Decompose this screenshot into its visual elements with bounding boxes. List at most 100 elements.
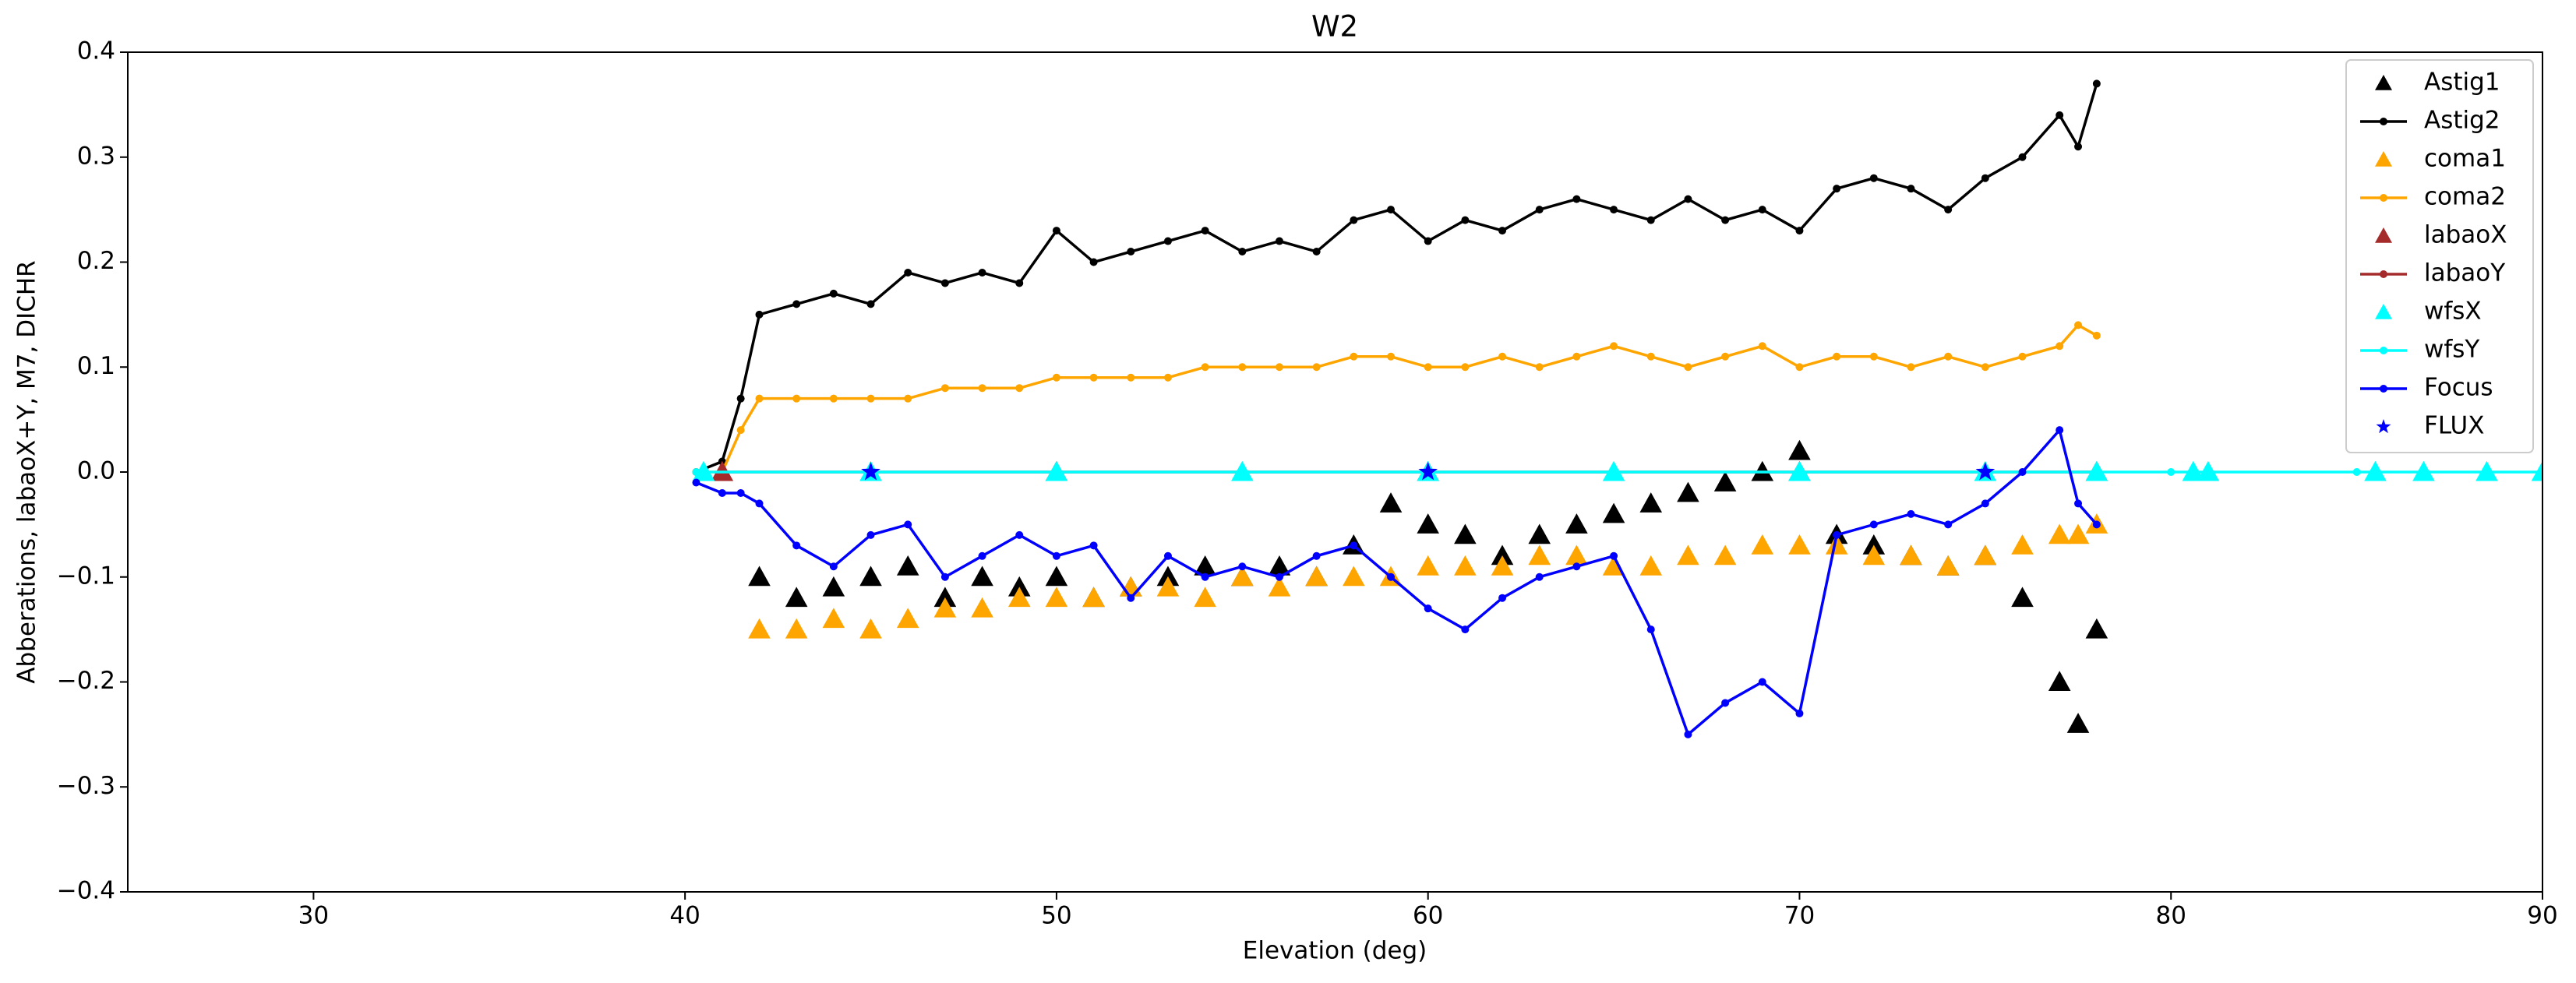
marker bbox=[1238, 248, 1247, 256]
marker bbox=[1900, 544, 1922, 565]
marker bbox=[1869, 520, 1878, 529]
marker bbox=[1907, 509, 1915, 518]
chart-title: W2 bbox=[1311, 10, 1358, 44]
marker bbox=[1565, 513, 1588, 534]
marker bbox=[1684, 195, 1692, 203]
marker bbox=[1572, 195, 1581, 203]
marker bbox=[1795, 363, 1804, 372]
x-tick-label: 90 bbox=[2527, 902, 2557, 930]
marker bbox=[785, 587, 808, 608]
marker bbox=[1833, 185, 1841, 193]
marker bbox=[971, 597, 993, 618]
marker bbox=[2011, 587, 2034, 608]
marker bbox=[1156, 565, 1180, 587]
marker bbox=[1684, 363, 1692, 372]
marker bbox=[1127, 373, 1135, 382]
marker bbox=[1491, 555, 1514, 576]
marker bbox=[904, 520, 912, 529]
marker bbox=[1646, 216, 1655, 224]
marker bbox=[1758, 342, 1766, 351]
marker bbox=[1461, 216, 1470, 224]
marker bbox=[718, 488, 726, 497]
y-tick-label: 0.4 bbox=[77, 37, 115, 65]
marker bbox=[978, 551, 986, 560]
y-tick-label: −0.3 bbox=[57, 772, 115, 800]
marker bbox=[1052, 227, 1060, 235]
marker bbox=[1795, 468, 1804, 476]
marker bbox=[1498, 594, 1507, 602]
marker bbox=[1975, 462, 1996, 481]
marker bbox=[1201, 227, 1209, 235]
marker bbox=[1795, 709, 1804, 717]
marker bbox=[736, 426, 745, 435]
marker bbox=[1646, 352, 1655, 361]
marker bbox=[1350, 541, 1358, 550]
marker bbox=[1127, 594, 1135, 602]
marker bbox=[1788, 534, 1811, 555]
marker bbox=[1981, 363, 1989, 372]
marker bbox=[1944, 206, 1953, 214]
marker bbox=[2048, 671, 2071, 691]
marker bbox=[1677, 481, 1699, 502]
marker bbox=[1417, 555, 1439, 576]
marker bbox=[1379, 492, 1403, 513]
legend-marker bbox=[2380, 347, 2387, 354]
marker bbox=[1343, 565, 1365, 587]
legend-marker bbox=[2380, 270, 2387, 278]
marker bbox=[1201, 363, 1209, 372]
marker bbox=[2539, 468, 2542, 476]
marker bbox=[1758, 678, 1766, 686]
marker bbox=[1869, 174, 1878, 182]
marker bbox=[829, 562, 838, 571]
marker bbox=[1944, 520, 1953, 529]
marker bbox=[1194, 587, 1216, 608]
marker bbox=[940, 279, 949, 287]
marker bbox=[1602, 502, 1625, 523]
marker bbox=[2056, 342, 2064, 351]
marker bbox=[859, 618, 882, 639]
marker bbox=[940, 573, 949, 581]
legend-label: coma2 bbox=[2424, 183, 2506, 211]
marker bbox=[1163, 373, 1172, 382]
marker bbox=[896, 555, 919, 576]
y-tick-label: −0.2 bbox=[57, 667, 115, 695]
marker bbox=[2056, 111, 2064, 119]
marker bbox=[2074, 143, 2083, 151]
marker bbox=[1974, 544, 1997, 565]
marker bbox=[1089, 258, 1098, 266]
marker bbox=[1015, 279, 1024, 287]
marker bbox=[822, 576, 845, 597]
marker bbox=[1052, 551, 1060, 560]
marker bbox=[1721, 699, 1730, 707]
y-axis-label: Abberations, labaoX+Y, M7, DICHR bbox=[13, 260, 41, 683]
marker bbox=[1268, 576, 1291, 597]
marker bbox=[940, 384, 949, 393]
marker bbox=[1238, 363, 1247, 372]
marker bbox=[755, 499, 764, 508]
legend-marker bbox=[2375, 304, 2392, 319]
marker bbox=[1045, 565, 1068, 587]
marker bbox=[792, 541, 801, 550]
marker bbox=[1275, 573, 1283, 581]
legend-marker bbox=[2380, 385, 2387, 393]
marker bbox=[736, 488, 745, 497]
marker bbox=[2066, 713, 2090, 733]
marker bbox=[1387, 206, 1396, 214]
marker bbox=[792, 394, 801, 403]
marker bbox=[1387, 352, 1396, 361]
marker bbox=[1275, 363, 1283, 372]
marker bbox=[1907, 363, 1915, 372]
marker bbox=[896, 608, 919, 629]
marker bbox=[1565, 544, 1588, 565]
legend-label: labaoX bbox=[2424, 221, 2507, 249]
marker bbox=[904, 268, 912, 277]
marker bbox=[1305, 565, 1328, 587]
marker bbox=[866, 300, 875, 308]
marker bbox=[1869, 352, 1878, 361]
marker bbox=[1721, 216, 1730, 224]
marker bbox=[1082, 587, 1105, 608]
marker bbox=[1201, 573, 1209, 581]
marker bbox=[1572, 562, 1581, 571]
y-tick-label: 0.1 bbox=[77, 352, 115, 380]
